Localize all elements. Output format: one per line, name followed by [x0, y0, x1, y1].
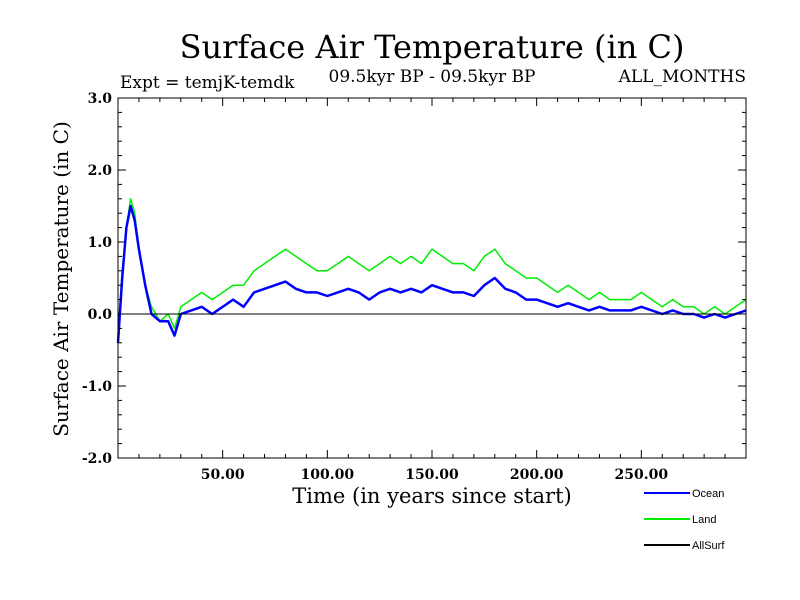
chart-title: Surface Air Temperature (in C): [180, 28, 685, 66]
chart-subtitle-left: Expt = temjK-temdk: [120, 73, 295, 93]
y-tick-label: 0.0: [88, 307, 113, 323]
x-tick-label: 100.00: [301, 467, 355, 483]
plot-border: [117, 97, 747, 459]
y-axis-label: Surface Air Temperature (in C): [49, 121, 73, 437]
legend-label-allsurf: AllSurf: [692, 540, 725, 552]
series-line-land: [117, 198, 747, 336]
x-tick-label: 50.00: [201, 467, 245, 483]
plot-frame: [117, 97, 747, 459]
x-axis-label: Time (in years since start): [292, 484, 571, 508]
y-tick-label: 2.0: [88, 163, 113, 179]
legend-label-land: Land: [692, 514, 716, 526]
chart-subtitle-center: 09.5kyr BP - 09.5kyr BP: [329, 67, 536, 87]
series-layer: [116, 198, 747, 343]
x-tick-label: 250.00: [615, 467, 669, 483]
chart-subtitle-right: ALL_MONTHS: [618, 67, 746, 87]
y-tick-label: 1.0: [88, 235, 113, 251]
y-tick-label: 3.0: [88, 91, 113, 107]
x-tick-label: 200.00: [510, 467, 564, 483]
series-line-ocean: [116, 204, 747, 343]
legend-label-ocean: Ocean: [692, 488, 724, 500]
y-tick-label: -2.0: [82, 451, 112, 467]
y-tick-label: -1.0: [82, 379, 112, 395]
x-tick-label: 150.00: [405, 467, 459, 483]
legend: Ocean Land AllSurf: [644, 488, 725, 552]
axis-ticks: -2.0 -1.0 0.0 1.0 2.0 3.0 50.00 100.00 150.00 200…: [82, 91, 746, 483]
